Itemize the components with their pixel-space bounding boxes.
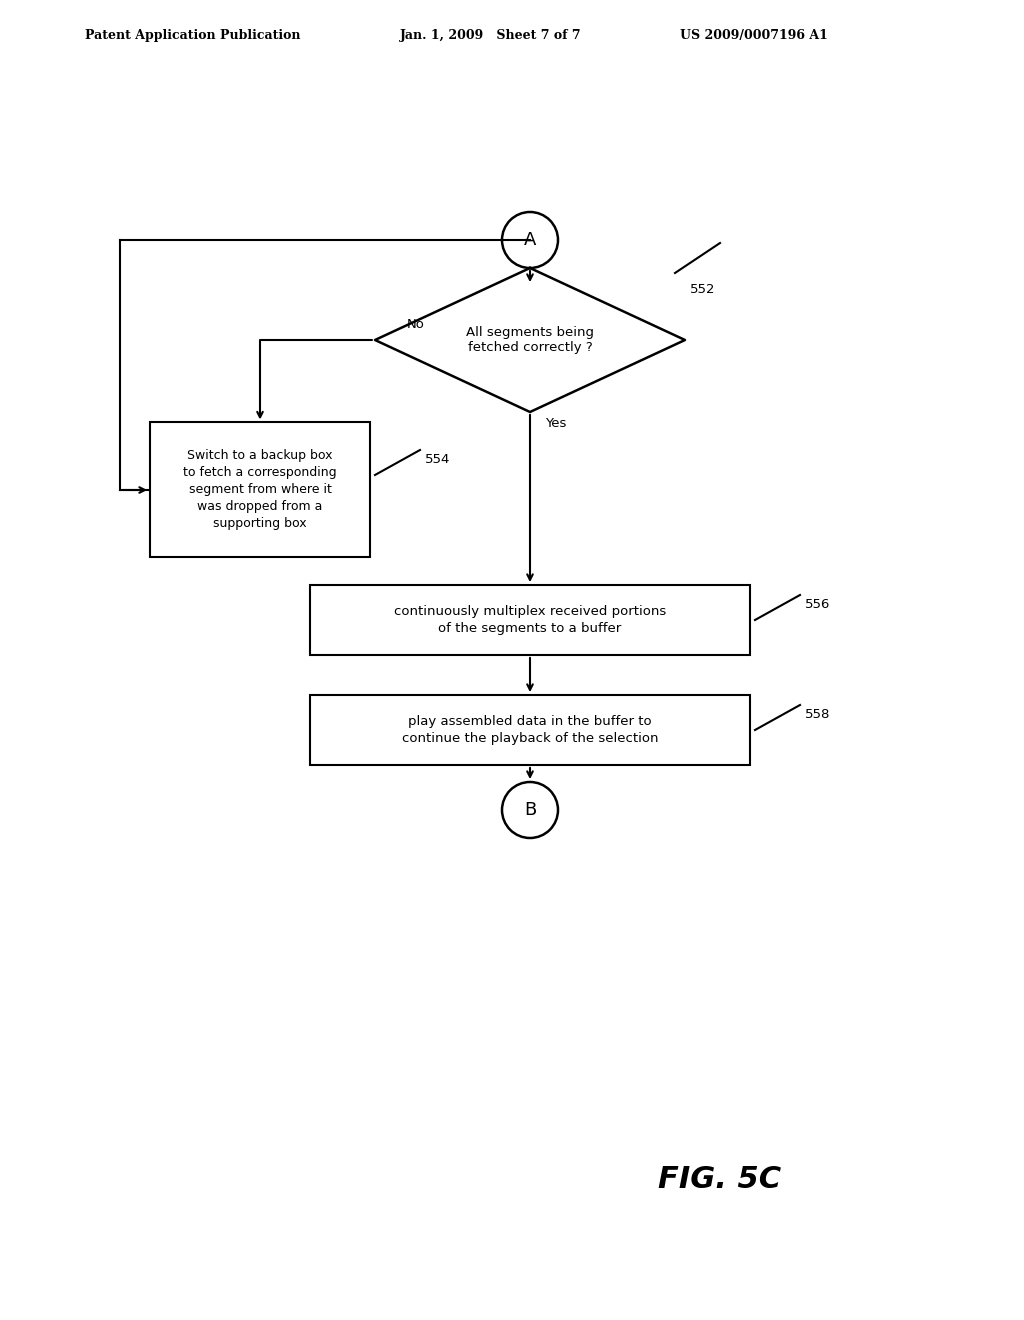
Text: B: B: [524, 801, 537, 818]
Text: FIG. 5C: FIG. 5C: [658, 1166, 781, 1195]
Text: Switch to a backup box
to fetch a corresponding
segment from where it
was droppe: Switch to a backup box to fetch a corres…: [183, 450, 337, 531]
FancyBboxPatch shape: [310, 696, 750, 766]
Text: Yes: Yes: [545, 417, 566, 430]
Text: A: A: [524, 231, 537, 249]
Text: Patent Application Publication: Patent Application Publication: [85, 29, 300, 41]
Text: play assembled data in the buffer to
continue the playback of the selection: play assembled data in the buffer to con…: [401, 715, 658, 744]
Text: 556: 556: [805, 598, 830, 611]
Text: Jan. 1, 2009   Sheet 7 of 7: Jan. 1, 2009 Sheet 7 of 7: [400, 29, 582, 41]
Text: All segments being
fetched correctly ?: All segments being fetched correctly ?: [466, 326, 594, 354]
Text: US 2009/0007196 A1: US 2009/0007196 A1: [680, 29, 827, 41]
Text: No: No: [408, 318, 425, 331]
Text: 558: 558: [805, 709, 830, 722]
Text: 552: 552: [690, 282, 716, 296]
FancyBboxPatch shape: [310, 585, 750, 655]
Text: continuously multiplex received portions
of the segments to a buffer: continuously multiplex received portions…: [394, 605, 667, 635]
Text: 554: 554: [425, 454, 451, 466]
FancyBboxPatch shape: [150, 422, 370, 557]
